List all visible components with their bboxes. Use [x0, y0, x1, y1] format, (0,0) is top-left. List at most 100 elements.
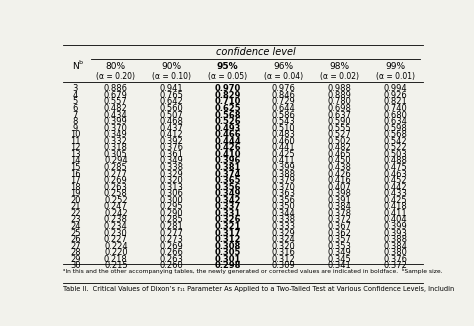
Text: 0.586: 0.586 [272, 111, 295, 120]
Text: 0.320: 0.320 [272, 242, 295, 251]
Text: (α = 0.05): (α = 0.05) [208, 72, 247, 81]
Text: 0.416: 0.416 [327, 176, 351, 185]
Text: 0.384: 0.384 [327, 202, 351, 211]
Text: 0.277: 0.277 [104, 170, 128, 179]
Text: 0.388: 0.388 [383, 235, 407, 244]
Text: 0.821: 0.821 [383, 97, 407, 106]
Text: 0.277: 0.277 [160, 229, 183, 238]
Text: 0.350: 0.350 [272, 202, 295, 211]
Text: 0.263: 0.263 [104, 183, 128, 192]
Text: 0.393: 0.393 [383, 229, 407, 238]
Text: 0.357: 0.357 [327, 235, 351, 244]
Text: 0.398: 0.398 [327, 189, 351, 198]
Text: 0.526: 0.526 [214, 117, 241, 126]
Text: 0.465: 0.465 [327, 150, 351, 159]
Text: 0.380: 0.380 [383, 248, 407, 257]
Text: 0.367: 0.367 [327, 222, 351, 231]
Text: 27: 27 [70, 242, 81, 251]
Text: 0.379: 0.379 [272, 176, 295, 185]
Text: (α = 0.02): (α = 0.02) [319, 72, 359, 81]
Text: 0.557: 0.557 [104, 97, 128, 106]
Text: Table II.  Critical Values of Dixon’s r₁₁ Parameter As Applied to a Two-Tailed T: Table II. Critical Values of Dixon’s r₁₁… [63, 286, 454, 292]
Text: 0.889: 0.889 [327, 91, 351, 100]
Text: 0.316: 0.316 [272, 248, 295, 257]
Text: 0.238: 0.238 [104, 215, 128, 224]
Text: 0.542: 0.542 [383, 137, 407, 146]
Text: 0.829: 0.829 [214, 91, 241, 100]
Text: 0.258: 0.258 [104, 189, 128, 198]
Text: 0.365: 0.365 [214, 176, 241, 185]
Text: 0.411: 0.411 [272, 156, 295, 165]
Text: 0.407: 0.407 [327, 183, 351, 192]
Text: 0.425: 0.425 [383, 196, 407, 205]
Text: 20: 20 [70, 196, 81, 205]
Text: 0.341: 0.341 [327, 261, 351, 270]
Text: 0.426: 0.426 [327, 170, 351, 179]
Text: 0.740: 0.740 [383, 104, 407, 113]
Text: 0.252: 0.252 [104, 196, 128, 205]
Text: 0.230: 0.230 [104, 229, 128, 238]
Text: 0.312: 0.312 [272, 255, 295, 264]
Text: ᵃIn this and the other accompanying tables, the newly generated or corrected val: ᵃIn this and the other accompanying tabl… [63, 268, 442, 274]
Text: 7: 7 [73, 111, 78, 120]
Text: 18: 18 [70, 183, 81, 192]
Text: 0.349: 0.349 [214, 189, 241, 198]
Text: 0.332: 0.332 [104, 137, 128, 146]
Text: 6: 6 [73, 104, 78, 113]
Text: 0.442: 0.442 [383, 183, 407, 192]
Text: 0.269: 0.269 [104, 176, 128, 185]
Text: 96%: 96% [273, 62, 293, 71]
Text: 0.396: 0.396 [214, 156, 241, 165]
Text: 26: 26 [70, 235, 81, 244]
Text: 0.337: 0.337 [214, 202, 241, 211]
Text: 0.463: 0.463 [383, 170, 407, 179]
Text: 0.356: 0.356 [214, 183, 241, 192]
Text: 95%: 95% [217, 62, 238, 71]
Text: 0.399: 0.399 [383, 222, 407, 231]
Text: 0.510: 0.510 [272, 124, 295, 133]
Text: 4: 4 [73, 91, 78, 100]
Text: 13: 13 [70, 150, 81, 159]
Text: b: b [78, 60, 82, 66]
Text: 25: 25 [70, 229, 81, 238]
Text: 0.926: 0.926 [383, 91, 407, 100]
Text: 0.263: 0.263 [160, 255, 183, 264]
Text: 0.362: 0.362 [327, 229, 351, 238]
Text: 0.305: 0.305 [104, 150, 128, 159]
Text: 0.333: 0.333 [271, 222, 295, 231]
Text: 21: 21 [70, 202, 81, 211]
Text: 0.342: 0.342 [214, 196, 241, 205]
Text: 0.425: 0.425 [272, 150, 295, 159]
Text: 0.321: 0.321 [214, 222, 241, 231]
Text: 0.281: 0.281 [160, 222, 183, 231]
Text: 0.374: 0.374 [214, 170, 241, 179]
Text: 0.941: 0.941 [160, 84, 183, 93]
Text: 0.488: 0.488 [383, 156, 407, 165]
Text: 23: 23 [70, 215, 81, 224]
Text: 0.437: 0.437 [160, 124, 183, 133]
Text: 0.381: 0.381 [214, 163, 241, 172]
Text: 0.301: 0.301 [214, 255, 241, 264]
Text: N: N [72, 62, 79, 71]
Text: 0.433: 0.433 [383, 189, 407, 198]
Text: 0.353: 0.353 [327, 242, 351, 251]
Text: 0.269: 0.269 [160, 242, 183, 251]
Text: 0.331: 0.331 [214, 209, 241, 218]
Text: 0.329: 0.329 [272, 229, 295, 238]
Text: 0.305: 0.305 [214, 248, 241, 257]
Text: 11: 11 [70, 137, 81, 146]
Text: 0.710: 0.710 [214, 97, 241, 106]
Text: (α = 0.04): (α = 0.04) [264, 72, 303, 81]
Text: 0.644: 0.644 [272, 104, 295, 113]
Text: 0.376: 0.376 [160, 143, 183, 152]
Text: 0.317: 0.317 [214, 229, 241, 238]
Text: 0.970: 0.970 [214, 84, 241, 93]
Text: 0.266: 0.266 [160, 248, 183, 257]
Text: 0.503: 0.503 [383, 150, 407, 159]
Text: 0.441: 0.441 [272, 143, 295, 152]
Text: 0.475: 0.475 [383, 163, 407, 172]
Text: 5: 5 [73, 97, 78, 106]
Text: 0.391: 0.391 [327, 196, 351, 205]
Text: 0.634: 0.634 [383, 117, 407, 126]
Text: 0.399: 0.399 [104, 117, 128, 126]
